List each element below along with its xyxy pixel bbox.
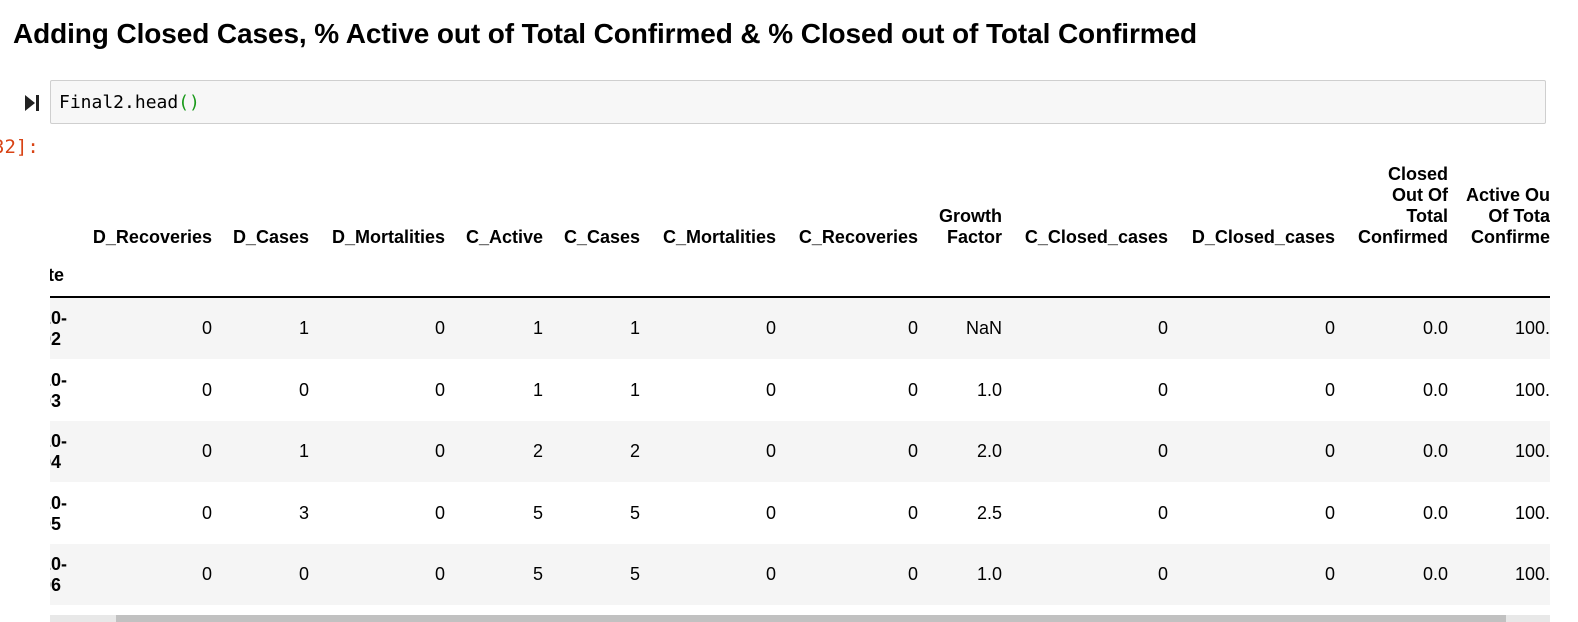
table-cell: 0 — [201, 503, 212, 523]
table-cell: 0 — [907, 441, 918, 461]
table-cell: 1.0 — [976, 564, 1002, 584]
table-cell: 1 — [298, 441, 309, 461]
table-cell: 0 — [1324, 441, 1335, 461]
table-cell: 0 — [907, 564, 918, 584]
column-header: D_Cases — [232, 227, 309, 247]
table-cell: 1 — [532, 380, 543, 400]
table-cell: 0 — [1157, 503, 1168, 523]
table-cell: 0 — [1324, 380, 1335, 400]
table-cell: 0 — [765, 441, 776, 461]
table-cell: 0 — [765, 318, 776, 338]
table-row: 20-03 0 0 0 1 1 0 0 1.0 0 0 0.0 100. — [50, 360, 1550, 421]
table-row: 20-06 0 0 0 5 5 0 0 1.0 0 0 0.0 100. — [50, 544, 1550, 605]
table-cell: 0 — [201, 380, 212, 400]
table-cell: NaN — [965, 318, 1002, 338]
dataframe-output: D_Recoveries D_Cases D_Mortalities C_Active… — [50, 150, 1550, 622]
table-cell: 0 — [1324, 318, 1335, 338]
column-header: C_Mortalities — [662, 227, 776, 247]
table-cell: 2 — [532, 441, 543, 461]
table-cell: 100. — [1514, 564, 1550, 584]
table-cell: 5 — [629, 503, 640, 523]
table-cell: 0 — [434, 318, 445, 338]
table-cell: 5 — [532, 503, 543, 523]
code-cell-input[interactable]: Final2.head() — [50, 80, 1546, 124]
table-cell: 0 — [1324, 503, 1335, 523]
column-header: D_Closed_cases — [1191, 227, 1335, 247]
table-cell: 0 — [1157, 318, 1168, 338]
table-cell: 0.0 — [1422, 318, 1448, 338]
column-header: Growth Factor — [939, 206, 1002, 247]
column-header: C_Active — [465, 227, 543, 247]
table-cell: 3 — [298, 503, 309, 523]
table-cell: 0 — [907, 380, 918, 400]
table-cell: 2 — [629, 441, 640, 461]
table-cell: 2.0 — [976, 441, 1002, 461]
row-index: 20-04 — [50, 431, 68, 472]
table-cell: 0 — [434, 564, 445, 584]
table-cell: 0 — [765, 564, 776, 584]
table-cell: 100. — [1514, 441, 1550, 461]
table-cell: 0 — [298, 380, 309, 400]
column-header: C_Cases — [563, 227, 640, 247]
table-cell: 5 — [532, 564, 543, 584]
table-cell: 0 — [1157, 441, 1168, 461]
table-cell: 1 — [298, 318, 309, 338]
code-text: Final2.head() — [59, 92, 200, 113]
column-header: Active Ou Of Tota Confirme — [1465, 185, 1550, 247]
column-header: C_Recoveries — [798, 227, 918, 247]
table-cell: 0 — [434, 441, 445, 461]
section-heading: Adding Closed Cases, % Active out of Tot… — [13, 18, 1198, 49]
run-cell-icon[interactable] — [24, 92, 40, 114]
table-cell: 0 — [434, 380, 445, 400]
table-cell: 0 — [434, 503, 445, 523]
table-cell: 1.0 — [976, 380, 1002, 400]
table-cell: 0 — [1157, 564, 1168, 584]
table-cell: 0 — [201, 441, 212, 461]
table-cell: 2.5 — [976, 503, 1002, 523]
header-rule — [50, 296, 1550, 298]
horizontal-scrollbar[interactable] — [50, 615, 1550, 622]
table-cell: 0 — [907, 318, 918, 338]
scrollbar-thumb[interactable] — [116, 615, 1506, 622]
column-header: D_Mortalities — [331, 227, 445, 247]
table-cell: 0 — [765, 503, 776, 523]
index-header: ate — [50, 265, 65, 285]
table-cell: 0 — [765, 380, 776, 400]
table-cell: 1 — [629, 318, 640, 338]
table-cell: 0.0 — [1422, 380, 1448, 400]
table-cell: 100. — [1514, 503, 1550, 523]
table-cell: 0 — [201, 564, 212, 584]
table-cell: 5 — [629, 564, 640, 584]
table-cell: 0.0 — [1422, 564, 1448, 584]
table-cell: 1 — [629, 380, 640, 400]
table-cell: 100. — [1514, 380, 1550, 400]
table-cell: 100. — [1514, 318, 1550, 338]
table-cell: 0 — [298, 564, 309, 584]
table-cell: 0 — [1157, 380, 1168, 400]
column-header: D_Recoveries — [92, 227, 212, 247]
row-index: 20-05 — [50, 493, 68, 534]
table-cell: 0.0 — [1422, 503, 1448, 523]
row-index: 20-03 — [50, 370, 68, 411]
table-cell: 0 — [907, 503, 918, 523]
output-prompt: 32]: — [0, 136, 39, 158]
table-cell: 0 — [201, 318, 212, 338]
row-index: 20-06 — [50, 554, 68, 595]
column-header: Closed Out Of Total Confirmed — [1358, 164, 1448, 247]
table-cell: 0.0 — [1422, 441, 1448, 461]
column-header: C_Closed_cases — [1024, 227, 1168, 247]
table-row: 20-02 0 1 0 1 1 0 0 NaN 0 0 0.0 100. — [50, 298, 1550, 359]
table-cell: 1 — [532, 318, 543, 338]
table-cell: 0 — [1324, 564, 1335, 584]
table-row: 20-04 0 1 0 2 2 0 0 2.0 0 0 0.0 100. — [50, 421, 1550, 482]
table-row: 20-05 0 3 0 5 5 0 0 2.5 0 0 0.0 100. — [50, 483, 1550, 544]
row-index: 20-02 — [50, 308, 68, 349]
